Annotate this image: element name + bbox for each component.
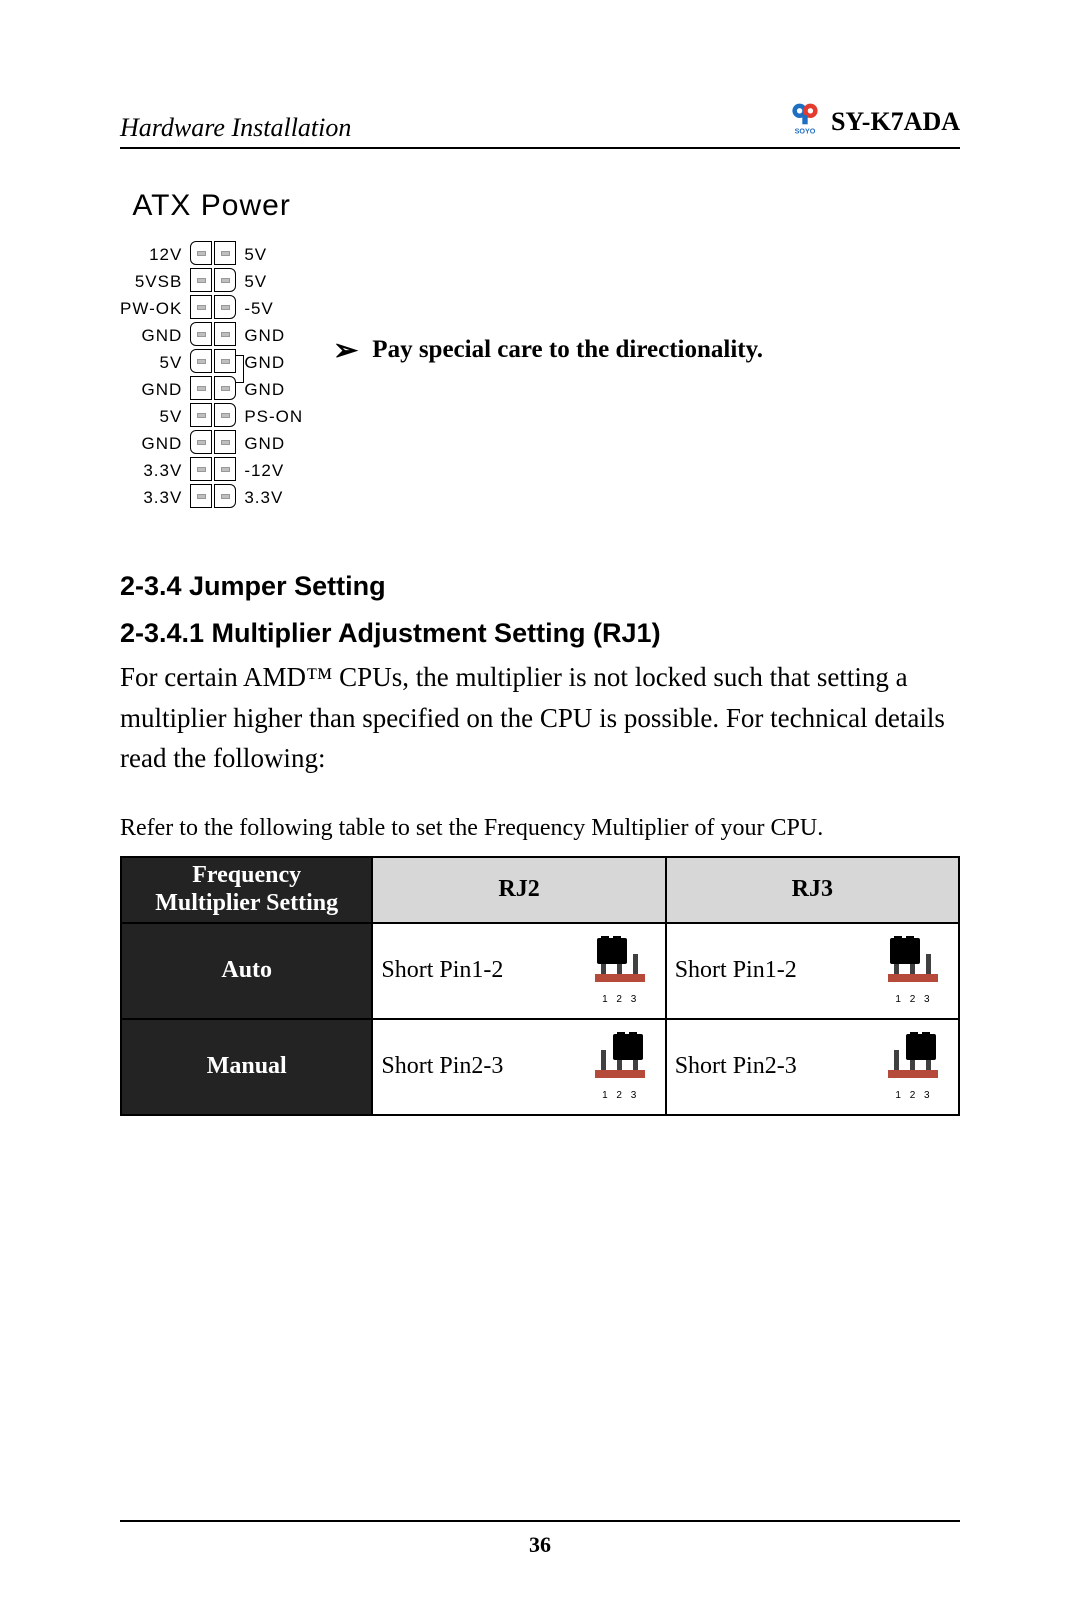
setting-cell: Manual [121,1019,372,1115]
connector-pin [190,241,212,265]
atx-pin-label: 5V [244,241,303,268]
connector-pin [190,322,212,346]
header-model: SY-K7ADA [831,107,960,137]
connector-pin [190,349,212,373]
connector-pin [190,484,212,508]
atx-left-labels: 12V5VSBPW-OKGND5VGND5VGND3.3V3.3V [120,241,182,511]
atx-pin-label: GND [244,430,303,457]
col-header-setting-text: FrequencyMultiplier Setting [122,862,371,917]
rj3-cell: Short Pin1-2 1 2 3 [666,923,959,1019]
connector-pin [214,376,236,400]
connector-pin [214,322,236,346]
atx-pin-label: 5V [244,268,303,295]
connector-pin [190,268,212,292]
atx-pin-label: 3.3V [120,457,182,484]
atx-pin-label: -12V [244,457,303,484]
header-model-block: SOYO SY-K7ADA [787,100,960,143]
connector-pin [214,295,236,319]
jumper-icon: 1 2 3 [595,1032,647,1101]
atx-pin-label: PW-OK [120,295,182,322]
atx-pin-label: PS-ON [244,403,303,430]
atx-pin-label: 3.3V [244,484,303,511]
connector-pin [214,457,236,481]
atx-pin-label: GND [120,322,182,349]
table-row: ManualShort Pin2-3 1 2 3Short Pin2-3 1 2… [121,1019,959,1115]
table-row: AutoShort Pin1-2 1 2 3Short Pin1-2 1 2 3 [121,923,959,1019]
col-header-setting: FrequencyMultiplier Setting [121,857,372,923]
col-header-rj2: RJ2 [372,857,665,923]
jumper-text: Short Pin1-2 [381,957,503,984]
jumper-pin-numbers: 1 2 3 [895,1090,932,1101]
rj3-cell: Short Pin2-3 1 2 3 [666,1019,959,1115]
atx-right-labels: 5V5V-5VGNDGNDGNDPS-ONGND-12V3.3V [244,241,303,511]
atx-pin-label: -5V [244,295,303,322]
table-header-row: FrequencyMultiplier Setting RJ2 RJ3 [121,857,959,923]
arrow-right-icon: ➢ [333,333,358,368]
note-text: Pay special care to the directionality. [372,336,763,364]
atx-pin-label: GND [244,322,303,349]
atx-pin-label: 5VSB [120,268,182,295]
directionality-note: ➢ Pay special care to the directionality… [333,333,763,368]
connector-pin [214,241,236,265]
footer-rule [120,1520,960,1522]
connector-pin [190,376,212,400]
connector-pin [214,430,236,454]
body-paragraph: For certain AMD™ CPUs, the multiplier is… [120,657,960,779]
atx-pin-label: 3.3V [120,484,182,511]
atx-pin-label: GND [120,376,182,403]
jumper-icon: 1 2 3 [888,936,940,1005]
atx-pin-label: GND [244,349,303,376]
setting-cell: Auto [121,923,372,1019]
atx-power-section: ATX Power 12V5VSBPW-OKGND5VGND5VGND3.3V3… [120,189,960,511]
jumper-pin-numbers: 1 2 3 [602,994,639,1005]
connector-pin [190,457,212,481]
table-caption: Refer to the following table to set the … [120,815,960,842]
header-section-title: Hardware Installation [120,113,351,143]
soyo-logo-icon: SOYO [787,100,823,143]
jumper-icon: 1 2 3 [595,936,647,1005]
svg-text:SOYO: SOYO [795,126,816,135]
atx-pin-label: GND [244,376,303,403]
atx-pin-label: 5V [120,403,182,430]
jumper-text: Short Pin1-2 [675,957,797,984]
connector-pin [214,484,236,508]
connector-pin [190,430,212,454]
atx-pin-label: GND [120,430,182,457]
connector-pin [190,295,212,319]
jumper-icon: 1 2 3 [888,1032,940,1101]
connector-pin [214,268,236,292]
jumper-pin-numbers: 1 2 3 [602,1090,639,1101]
connector-pin [214,403,236,427]
frequency-multiplier-table: FrequencyMultiplier Setting RJ2 RJ3 Auto… [120,856,960,1116]
col-header-rj3: RJ3 [666,857,959,923]
connector-pin [190,403,212,427]
atx-pin-label: 12V [120,241,182,268]
atx-power-diagram: ATX Power 12V5VSBPW-OKGND5VGND5VGND3.3V3… [120,189,303,511]
jumper-text: Short Pin2-3 [675,1053,797,1080]
heading-jumper-setting: 2-3.4 Jumper Setting [120,571,960,602]
atx-pin-label: 5V [120,349,182,376]
connector-key-notch [236,355,244,383]
atx-title: ATX Power [132,189,291,223]
rj2-cell: Short Pin1-2 1 2 3 [372,923,665,1019]
page-number: 36 [0,1532,1080,1558]
page-header: Hardware Installation SOYO SY-K7ADA [120,100,960,149]
jumper-pin-numbers: 1 2 3 [895,994,932,1005]
heading-multiplier-adjustment: 2-3.4.1 Multiplier Adjustment Setting (R… [120,618,960,649]
connector-pin [214,349,236,373]
atx-connector-icon [190,241,236,508]
rj2-cell: Short Pin2-3 1 2 3 [372,1019,665,1115]
jumper-text: Short Pin2-3 [381,1053,503,1080]
